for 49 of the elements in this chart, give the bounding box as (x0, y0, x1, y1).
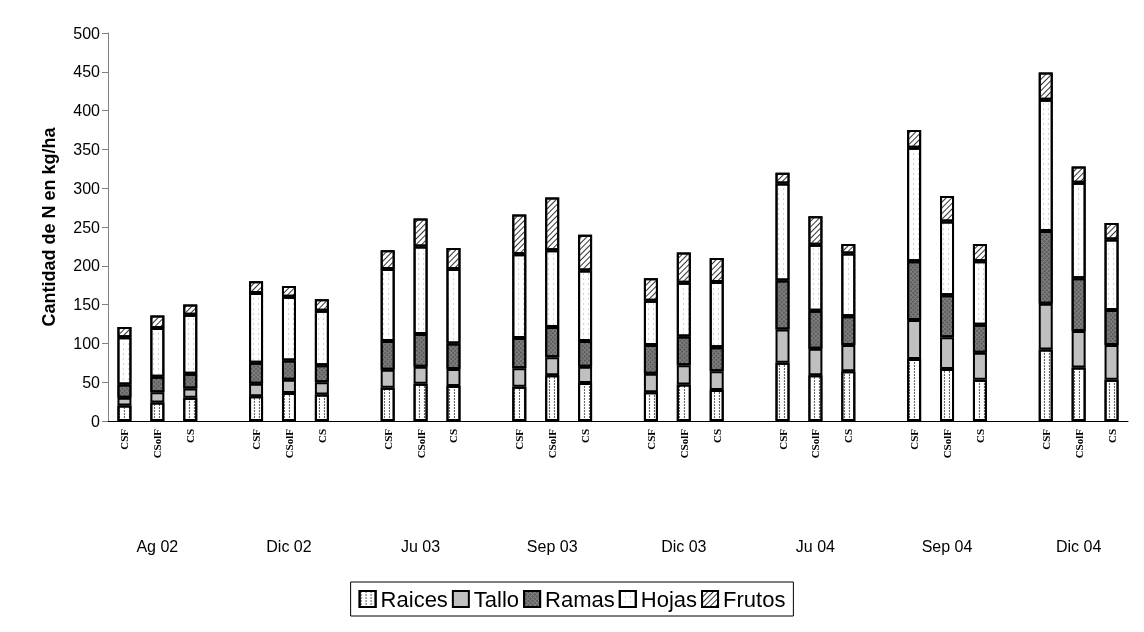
y-axis-title: Cantidad de N en kg/ha (39, 126, 59, 327)
x-tick-label: CSolF (941, 428, 954, 459)
x-tick-label: CSF (644, 428, 657, 450)
x-tick-label: CSF (1039, 428, 1052, 450)
x-tick-label: CS (315, 429, 328, 444)
x-tick-label: CSF (250, 428, 263, 450)
x-tick-label: CSolF (546, 428, 559, 459)
y-tick-label: 200 (73, 257, 101, 275)
text: Ag 02 (136, 537, 179, 555)
x-tick-label: CS (579, 429, 592, 444)
legend-label: Frutos (723, 586, 786, 612)
text: Sep 03 (526, 537, 578, 555)
x-tick-label: CSolF (1072, 428, 1085, 459)
x-tick-label: CSF (908, 428, 921, 450)
x-tick-label: CS (710, 429, 723, 444)
legend-label: Tallo (473, 586, 520, 612)
x-tick-label: CS (973, 429, 986, 444)
y-tick-label: 250 (73, 218, 101, 236)
x-tick-label: CSolF (414, 428, 427, 459)
x-tick-label: CSF (776, 428, 789, 450)
legend-label: Raices (380, 586, 448, 612)
y-tick-label: 400 (73, 102, 101, 120)
y-tick-label: 300 (73, 179, 101, 197)
text: Dic 02 (266, 537, 312, 555)
y-tick-label: 350 (73, 140, 101, 158)
x-tick-label: CS (1105, 429, 1118, 444)
y-tick-label: 0 (91, 412, 101, 430)
x-tick-label: CSF (118, 428, 131, 450)
legend-label: Hojas (640, 586, 698, 612)
x-tick-label: CSolF (282, 428, 295, 459)
text: Dic 04 (1055, 537, 1102, 555)
text: Dic 03 (661, 537, 707, 555)
y-tick-label: 500 (73, 24, 101, 42)
y-tick-label: 150 (73, 296, 101, 314)
text: Ju 04 (795, 537, 836, 555)
x-tick-label: CSF (381, 428, 394, 450)
x-tick-label: CSolF (677, 428, 690, 459)
x-tick-label: CS (842, 429, 855, 444)
y-tick-label: 450 (73, 63, 101, 81)
y-tick-label: 50 (82, 373, 101, 391)
text: Ju 03 (401, 537, 441, 555)
x-tick-label: CSF (513, 428, 526, 450)
x-tick-label: CSolF (151, 428, 164, 459)
x-tick-label: CS (447, 429, 460, 444)
legend-label: Ramas (545, 586, 615, 612)
text: Sep 04 (921, 537, 973, 555)
x-tick-label: CS (184, 429, 197, 444)
x-tick-label: CSolF (809, 428, 822, 459)
y-tick-label: 100 (73, 334, 101, 352)
